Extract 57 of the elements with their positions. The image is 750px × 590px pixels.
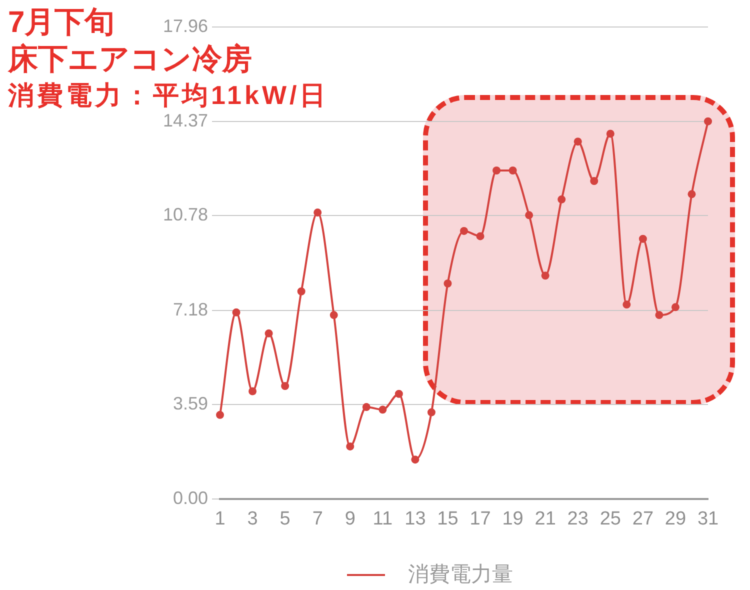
y-tick-label: 17.96 <box>162 16 208 36</box>
x-tick-label: 23 <box>567 508 588 530</box>
point <box>476 232 484 240</box>
point <box>264 329 273 338</box>
point <box>444 280 452 288</box>
point <box>297 287 306 296</box>
x-tick-label: 5 <box>280 508 290 530</box>
point <box>460 226 468 235</box>
y-tick-label: 0.00 <box>172 488 208 508</box>
point <box>346 442 354 450</box>
point <box>638 234 647 243</box>
x-tick-label: 7 <box>312 508 323 530</box>
point <box>688 190 696 198</box>
point <box>655 311 664 320</box>
y-tick-label: 3.59 <box>172 394 208 414</box>
x-tick-label: 17 <box>470 508 491 530</box>
point <box>525 211 534 220</box>
x-tick-label: 29 <box>664 508 686 530</box>
point <box>362 403 370 412</box>
x-tick-label: 19 <box>502 508 524 530</box>
point <box>248 387 257 396</box>
point <box>232 308 240 316</box>
point <box>378 406 387 414</box>
x-tick-label: 1 <box>214 508 226 530</box>
y-tick-label: 14.37 <box>162 110 208 130</box>
point <box>427 408 436 416</box>
point <box>606 130 614 138</box>
y-tick-label: 10.78 <box>162 204 208 225</box>
point <box>671 303 680 312</box>
x-tick-label: 11 <box>372 508 393 530</box>
point <box>590 177 598 186</box>
x-tick-label: 15 <box>437 508 458 530</box>
point <box>492 166 501 174</box>
point <box>411 456 420 464</box>
point <box>622 300 631 309</box>
point <box>541 272 550 280</box>
point <box>574 138 582 146</box>
x-tick-label: 27 <box>632 508 654 530</box>
point <box>558 195 566 204</box>
point <box>508 166 517 174</box>
point <box>330 311 338 320</box>
annotation: 消費電力：平均11kW/日 <box>8 79 329 112</box>
text: 床下エアコン冷房 <box>8 42 252 78</box>
point <box>704 117 712 126</box>
point <box>216 410 224 419</box>
x-tick-label: 9 <box>344 508 356 530</box>
chart-title: 7月下旬 <box>8 5 115 41</box>
legend-label: 消費電力量 <box>408 563 513 587</box>
x-tick-label: 25 <box>600 508 621 530</box>
point <box>314 208 322 217</box>
point <box>394 390 403 398</box>
y-tick-label: 7.18 <box>172 299 208 320</box>
point <box>281 382 290 390</box>
x-tick-label: 13 <box>404 508 426 530</box>
x-tick-label: 31 <box>697 508 719 530</box>
x-tick-label: 21 <box>534 508 556 530</box>
x-tick-label: 3 <box>247 508 258 530</box>
